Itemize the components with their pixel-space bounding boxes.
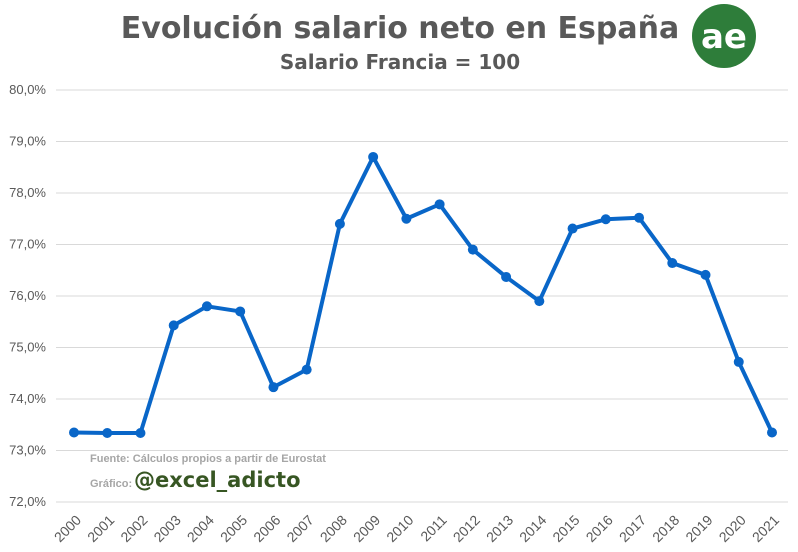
x-tick-label: 2020 [716, 512, 749, 545]
x-tick-label: 2008 [317, 512, 350, 545]
x-tick-label: 2013 [483, 512, 516, 545]
x-tick-label: 2012 [450, 512, 483, 545]
credit-label: Gráfico: [90, 478, 132, 490]
data-point [501, 271, 512, 282]
y-tick-label: 72,0% [9, 494, 46, 509]
y-tick-label: 76,0% [9, 288, 46, 303]
y-tick-label: 79,0% [9, 134, 46, 149]
y-tick-label: 74,0% [9, 391, 46, 406]
logo-text: ae [701, 17, 747, 57]
x-tick-label: 2004 [184, 512, 217, 545]
data-point [634, 212, 645, 223]
y-tick-label: 75,0% [9, 340, 46, 355]
x-tick-label: 2021 [749, 512, 782, 545]
data-point [168, 320, 179, 331]
x-tick-label: 2007 [283, 512, 316, 545]
chart-title: Evolución salario neto en España [121, 11, 679, 46]
x-tick-label: 2019 [682, 512, 715, 545]
y-axis-ticks: 72,0% 73,0% 74,0% 75,0% 76,0% 77,0% 78,0% 79,0%… [9, 82, 46, 509]
data-point [102, 427, 113, 438]
data-point [434, 199, 445, 210]
x-tick-label: 2000 [51, 512, 84, 545]
data-point [667, 258, 678, 269]
x-tick-label: 2014 [516, 512, 549, 545]
x-tick-label: 2005 [217, 512, 250, 545]
x-tick-label: 2011 [417, 512, 450, 545]
x-tick-label: 2009 [350, 512, 383, 545]
data-point [733, 356, 744, 367]
data-point [368, 151, 379, 162]
data-point [467, 244, 478, 255]
chart-subtitle: Salario Francia = 100 [280, 50, 520, 74]
y-tick-label: 80,0% [9, 82, 46, 97]
data-point [401, 213, 412, 224]
x-tick-label: 2003 [150, 512, 183, 545]
data-point [767, 427, 777, 438]
x-tick-label: 2010 [383, 512, 416, 545]
data-point [268, 382, 279, 393]
x-tick-label: 2015 [549, 512, 582, 545]
x-tick-label: 2018 [649, 512, 682, 545]
y-tick-label: 77,0% [9, 237, 46, 252]
data-point [534, 296, 545, 307]
y-tick-label: 73,0% [9, 443, 46, 458]
x-tick-label: 2017 [616, 512, 649, 545]
data-point [301, 364, 312, 375]
data-point [567, 223, 578, 234]
logo: ae [692, 4, 756, 68]
x-axis-ticks: 2000 2001 2002 2003 2004 2005 2006 2007 2008 2009… [51, 512, 782, 545]
x-tick-label: 2016 [583, 512, 616, 545]
y-tick-label: 78,0% [9, 185, 46, 200]
x-tick-label: 2006 [250, 512, 283, 545]
data-point [700, 269, 711, 280]
source-note: Fuente: Cálculos propios a partir de Eur… [90, 453, 326, 465]
x-tick-label: 2001 [84, 512, 117, 545]
data-point [600, 214, 611, 225]
x-tick-label: 2002 [117, 512, 150, 545]
data-point [201, 301, 212, 312]
data-point [235, 306, 246, 317]
series-line [69, 151, 777, 438]
data-point [69, 427, 79, 438]
data-point [334, 218, 345, 229]
logo-circle [692, 4, 756, 68]
data-point [135, 427, 146, 438]
credit-handle: @excel_adicto [134, 468, 301, 492]
grid [56, 89, 788, 503]
series-line-path [72, 154, 774, 435]
